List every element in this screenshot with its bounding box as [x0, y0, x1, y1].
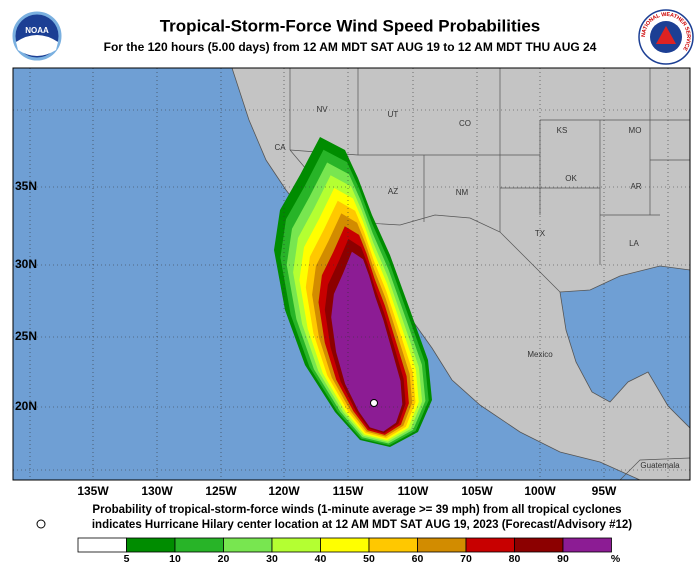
legend-unit: %: [611, 553, 621, 565]
latitude-label: 35N: [15, 179, 37, 193]
longitude-label: 105W: [461, 484, 493, 498]
legend-swatch: [271, 537, 321, 553]
legend-label: 20: [218, 553, 230, 565]
longitude-label: 135W: [77, 484, 109, 498]
region-label: AR: [630, 182, 641, 191]
longitude-label: 115W: [333, 484, 364, 498]
storm-center: [370, 399, 378, 407]
longitude-label: 130W: [141, 484, 173, 498]
longitude-label: 95W: [592, 484, 617, 498]
axis-labels: 135W 130W 125W 120W 115W 110W 105W 100W 95W 35N 30…: [15, 179, 617, 498]
center-symbol: [36, 519, 46, 529]
legend-label: 50: [363, 553, 375, 565]
legend-swatch: [77, 537, 127, 553]
legend-swatch: [174, 537, 224, 553]
region-label: KS: [557, 126, 568, 135]
region-label: MO: [629, 126, 642, 135]
latitude-label: 20N: [15, 399, 37, 413]
legend-label: 30: [266, 553, 278, 565]
legend-swatch: [223, 537, 273, 553]
footer-line: indicates Hurricane Hilary center locati…: [92, 519, 632, 531]
longitude-label: 125W: [205, 484, 237, 498]
legend-swatch: [368, 537, 418, 553]
map-frame: [12, 67, 691, 481]
longitude-label: 100W: [524, 484, 556, 498]
legend-label: 5: [124, 553, 130, 565]
latitude-label: 30N: [15, 257, 37, 271]
legend-label: 60: [412, 553, 424, 565]
longitude-label: 120W: [268, 484, 300, 498]
map: NV UT CO KS MO CA AZ NM OK AR TX LA Mexico Guatemala: [13, 68, 690, 480]
legend-swatch: [417, 537, 467, 553]
region-label: NV: [316, 105, 328, 114]
legend-label: 10: [169, 553, 181, 565]
region-labels: NV UT CO KS MO CA AZ NM OK AR TX LA Mexico Guatemala: [274, 105, 680, 470]
region-label: OK: [565, 174, 577, 183]
legend-label: 70: [460, 553, 472, 565]
title: Tropical-Storm-Force Wind Speed Probabil…: [160, 16, 541, 35]
footer-line: Probability of tropical-storm-force wind…: [92, 504, 621, 516]
region-label: UT: [388, 110, 399, 119]
logo-text: NOAA: [25, 26, 49, 35]
legend-swatch: [562, 537, 612, 553]
legend-swatch: [514, 537, 564, 553]
legend-swatch: [320, 537, 370, 553]
noaa-logo: NOAA: [12, 11, 62, 61]
legend-swatch: [126, 537, 176, 553]
region-label: Guatemala: [640, 461, 680, 470]
probability-areas: [274, 137, 432, 447]
nws-logo: NATIONAL WEATHER SERVICE: [638, 9, 694, 65]
latitude-label: 25N: [15, 329, 37, 343]
region-label: TX: [535, 229, 546, 238]
legend-swatch: [465, 537, 515, 553]
region-label: Mexico: [527, 350, 553, 359]
subtitle: For the 120 hours (5.00 days) from 12 AM…: [104, 40, 597, 54]
region-label: CO: [459, 119, 471, 128]
legend: 5 10 20 30 40 50 60 70 80 90%: [77, 537, 621, 565]
longitude-label: 110W: [398, 484, 429, 498]
region-label: LA: [629, 239, 639, 248]
region-label: CA: [274, 143, 286, 152]
legend-label: 80: [509, 553, 521, 565]
legend-label: 40: [315, 553, 327, 565]
probability-area: [331, 251, 403, 432]
gulf-of-mexico: [559, 265, 690, 429]
region-label: AZ: [388, 187, 398, 196]
region-label: NM: [456, 188, 469, 197]
legend-label: 90: [557, 553, 569, 565]
graticule: [13, 68, 690, 480]
